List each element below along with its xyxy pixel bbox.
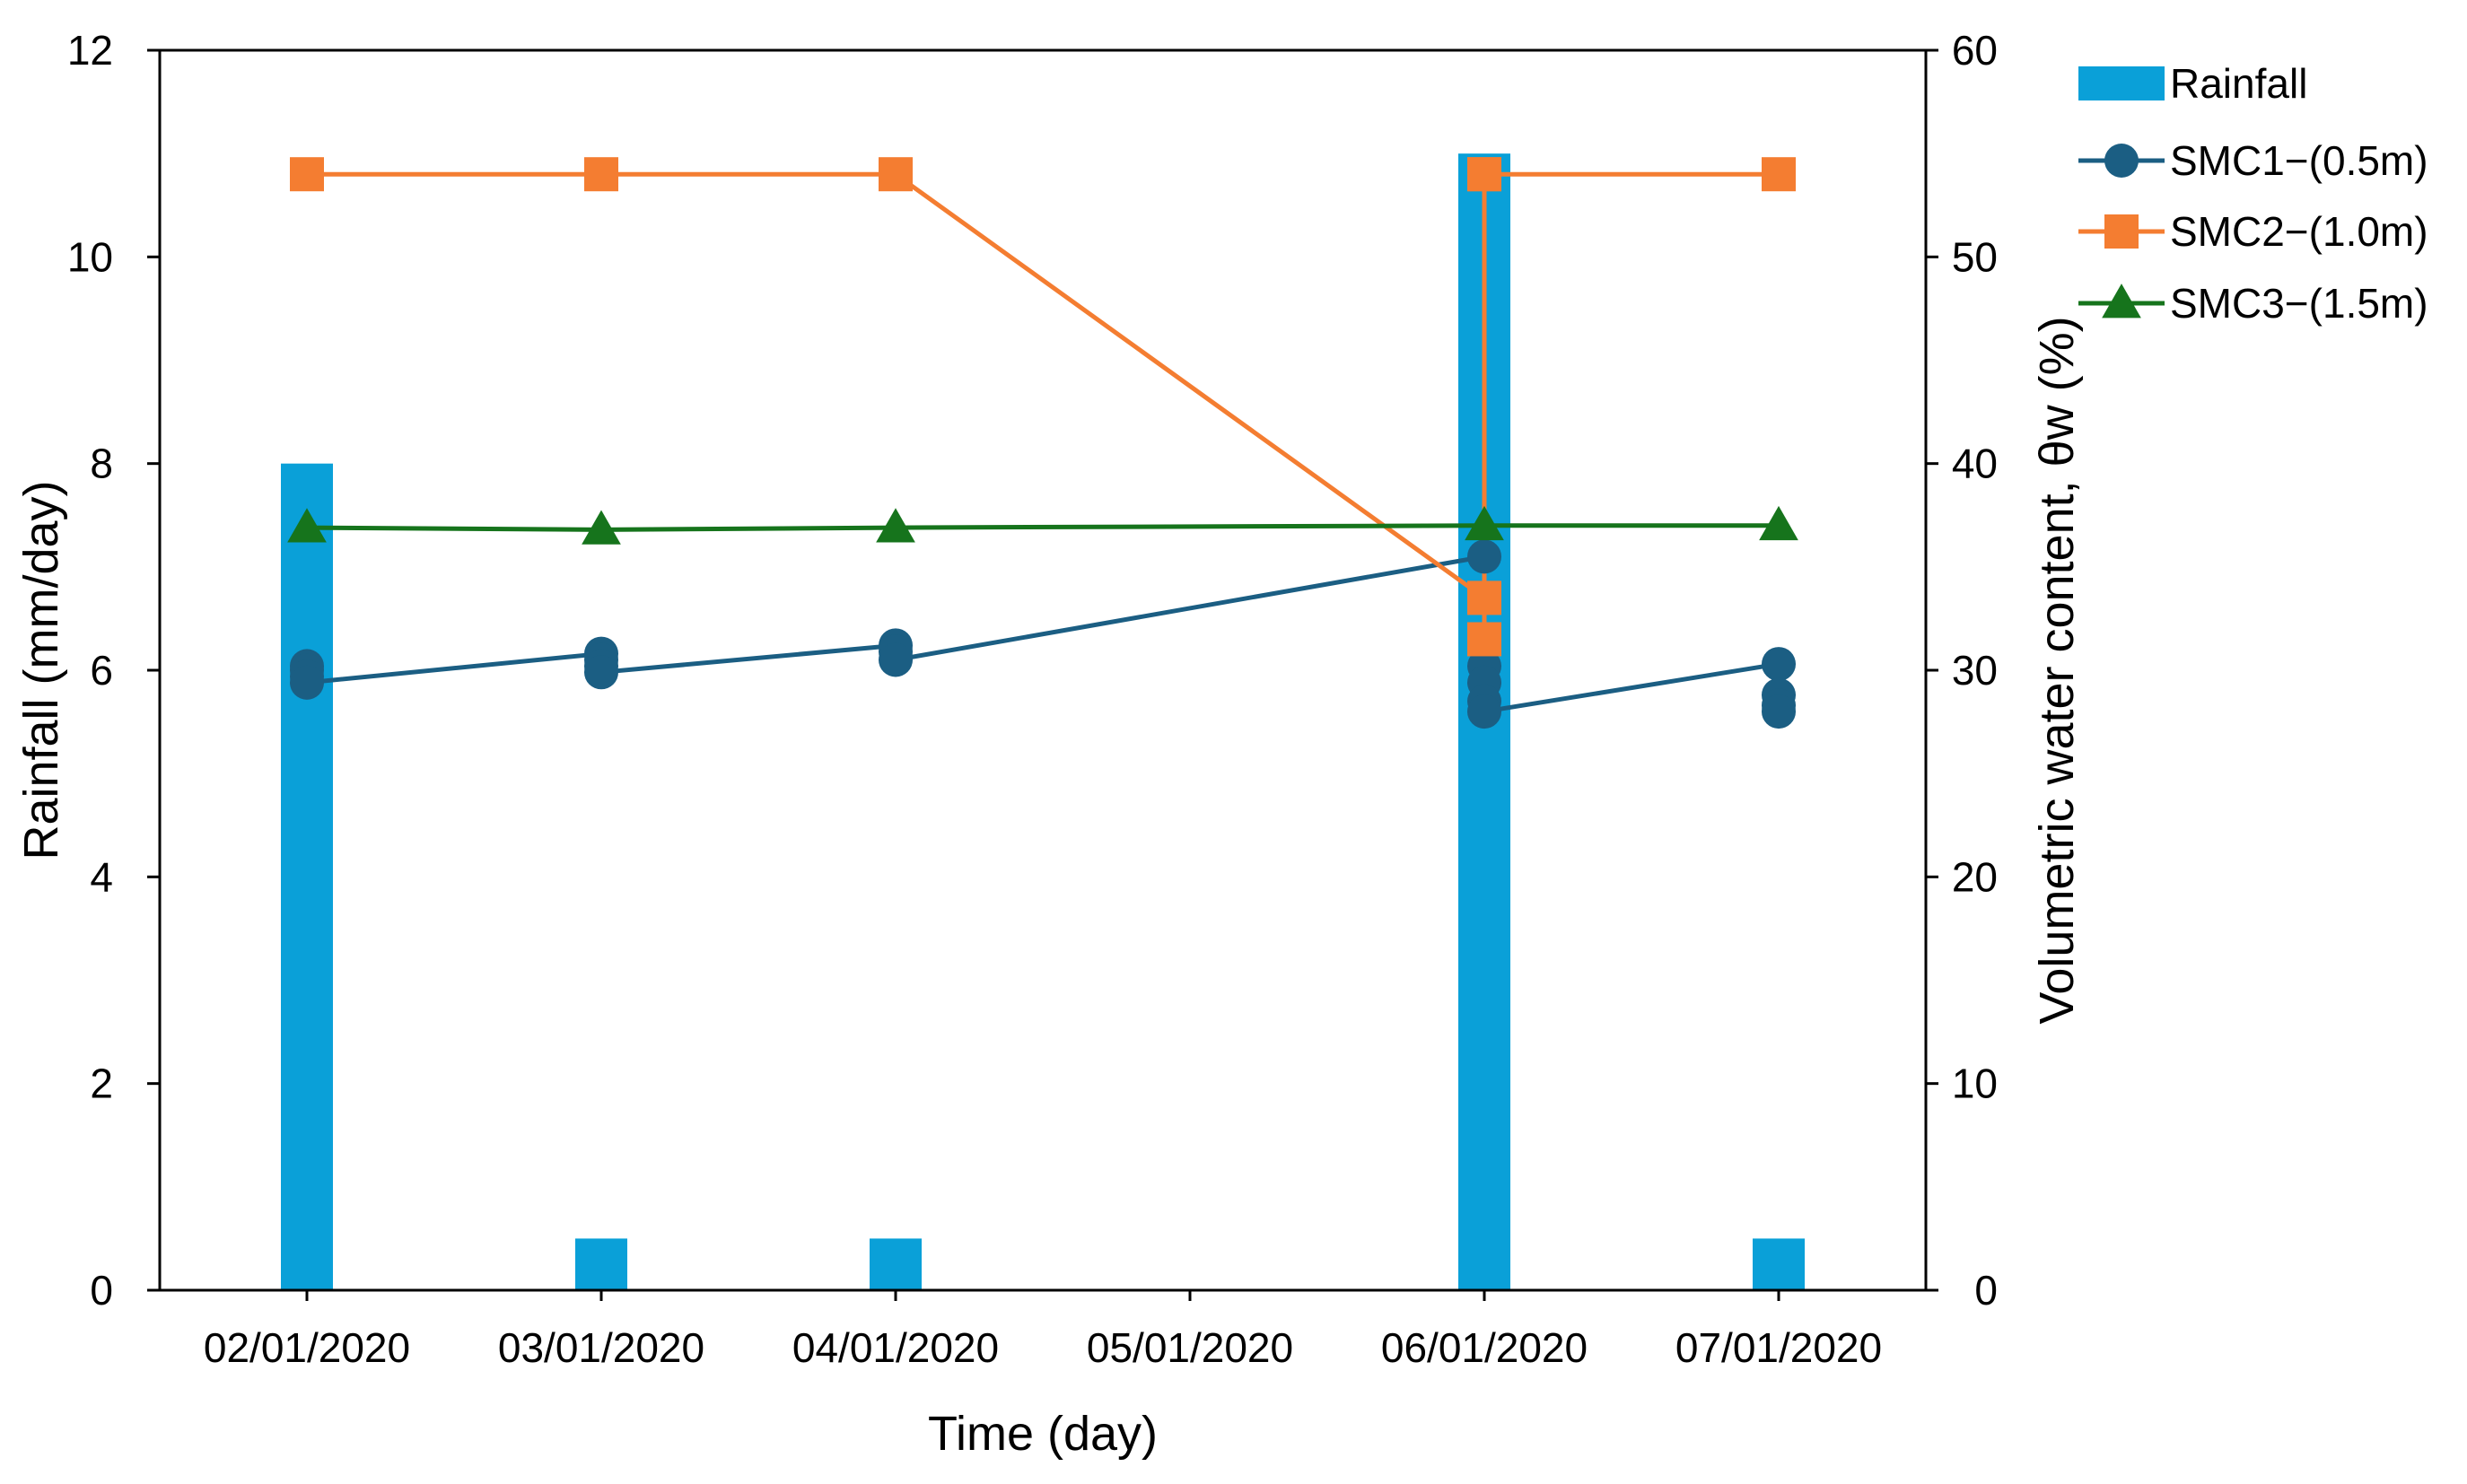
series-2-point-2 (879, 157, 913, 192)
rainfall-bar-2 (870, 1238, 922, 1290)
y-left-tick-label-6: 12 (67, 27, 113, 74)
x-axis-title: Time (day) (928, 1407, 1158, 1461)
x-tick-label-1: 03/01/2020 (498, 1324, 704, 1371)
legend-rainfall-swatch (2078, 66, 2165, 100)
series-2-point-0 (290, 157, 324, 192)
legend-series-2-marker (2104, 214, 2139, 249)
rainfall-bar-0 (281, 463, 333, 1290)
series-3-point-4 (1759, 505, 1798, 541)
series-1-point-19 (1762, 694, 1796, 729)
series-1-point-3 (290, 665, 324, 700)
series-1-point-7 (584, 655, 618, 690)
y-left-tick-label-4: 8 (90, 441, 113, 487)
legend-series-1-marker (2104, 144, 2139, 178)
x-tick-label-2: 04/01/2020 (792, 1324, 999, 1371)
legend-rainfall-label: Rainfall (2170, 60, 2307, 107)
y-right-tick-label-6: 60 (1952, 27, 1998, 74)
series-3-point-0 (287, 508, 327, 543)
x-tick-label-3: 05/01/2020 (1087, 1324, 1293, 1371)
series-1-point-15 (1467, 694, 1501, 729)
series-2-point-3 (1467, 581, 1501, 615)
series-3-point-1 (582, 510, 621, 545)
series-2-point-7 (1762, 157, 1796, 192)
series-2-point-4 (1467, 622, 1501, 657)
y-right-tick-label-4: 40 (1952, 441, 1998, 487)
legend-series-1-label: SMC1−(0.5m) (2170, 137, 2428, 184)
series-3-point-2 (876, 508, 915, 543)
x-tick-label-5: 07/01/2020 (1675, 1324, 1882, 1371)
y-right-tick-label-5: 50 (1952, 233, 1998, 280)
series-1-point-10 (879, 642, 913, 677)
series-3-line (306, 523, 1779, 532)
series-1-line (304, 554, 1781, 714)
x-tick-label-0: 02/01/2020 (204, 1324, 410, 1371)
y-axis-right-title: Volumetric water content, θw (%) (2030, 316, 2084, 1024)
y-right-tick-label-3: 30 (1952, 647, 1998, 694)
series-2-point-1 (584, 157, 618, 192)
series-3-point-3 (1465, 505, 1504, 541)
x-tick-label-4: 06/01/2020 (1381, 1324, 1588, 1371)
rainfall-bar-1 (575, 1238, 627, 1290)
rainfall-bar-4 (1753, 1238, 1805, 1290)
y-left-tick-label-0: 0 (90, 1267, 113, 1314)
y-left-tick-label-3: 6 (90, 647, 113, 694)
series-2-line (307, 171, 1779, 642)
y-right-tick-label-2: 20 (1952, 853, 1998, 900)
legend-series-3-label: SMC3−(1.5m) (2170, 280, 2428, 327)
y-axis-left-title: Rainfall (mm/day) (14, 480, 68, 860)
legend-series-2-label: SMC2−(1.0m) (2170, 208, 2428, 255)
series-1-point-11 (1467, 539, 1501, 574)
y-right-tick-label-1: 10 (1952, 1061, 1998, 1107)
y-left-tick-label-2: 4 (90, 853, 113, 900)
y-left-tick-label-1: 2 (90, 1061, 113, 1107)
y-right-tick-label-0: 0 (1974, 1267, 1998, 1314)
series-2-point-6 (1467, 157, 1501, 192)
series-1-point-16 (1762, 647, 1796, 682)
legend-series-3-marker (2102, 284, 2141, 319)
y-left-tick-label-5: 10 (67, 233, 113, 280)
